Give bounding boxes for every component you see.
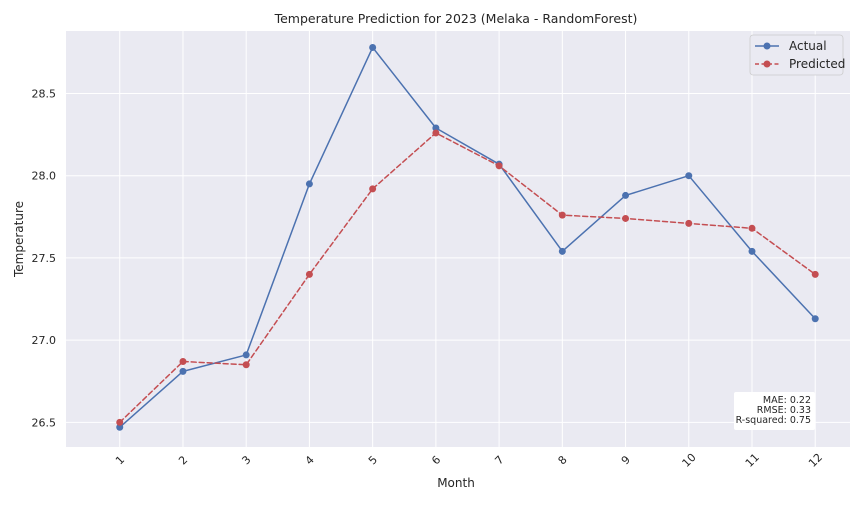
data-point-predicted [369, 185, 377, 193]
y-tick-label: 28.5 [32, 87, 57, 100]
y-tick-label: 27.5 [32, 252, 57, 265]
data-point-actual [305, 180, 313, 188]
data-point-actual [432, 124, 440, 132]
data-point-actual [369, 43, 377, 51]
legend-marker-actual [763, 42, 771, 50]
data-point-predicted [622, 214, 630, 222]
legend: Actual Predicted [749, 34, 845, 76]
metric-mae: MAE: 0.22 [763, 395, 811, 406]
chart-title: Temperature Prediction for 2023 (Melaka … [274, 11, 638, 26]
data-point-actual [116, 423, 124, 431]
data-point-predicted [748, 224, 756, 232]
data-point-actual [558, 247, 566, 255]
data-point-predicted [116, 418, 124, 426]
x-tick-label: 10 [680, 451, 699, 470]
x-tick-label: 1 [113, 453, 127, 467]
data-point-predicted [305, 270, 313, 278]
data-point-actual [622, 191, 630, 199]
y-tick-label: 27.0 [32, 334, 57, 347]
plot-area [66, 31, 850, 447]
x-tick-label: 8 [556, 453, 570, 467]
data-point-predicted [685, 219, 693, 227]
y-axis-label: Temperature [12, 201, 26, 278]
x-tick-label: 9 [619, 453, 633, 467]
data-point-predicted [242, 361, 250, 369]
legend-box [749, 34, 844, 76]
x-tick-label: 7 [492, 453, 506, 467]
series-line-actual [118, 46, 816, 429]
data-point-predicted [811, 270, 819, 278]
grid-lines [66, 31, 850, 447]
x-tick-label: 4 [303, 453, 317, 467]
legend-marker-predicted [763, 60, 771, 68]
data-point-actual [179, 367, 187, 375]
series-line-predicted [118, 132, 816, 424]
x-tick-label: 12 [806, 451, 825, 470]
series-group [116, 43, 819, 431]
y-tick-label: 26.5 [32, 416, 57, 429]
x-tick-label: 2 [176, 453, 190, 467]
x-tick-label: 11 [743, 451, 762, 470]
data-point-predicted [558, 211, 566, 219]
x-tick-label: 3 [239, 453, 253, 467]
data-point-predicted [432, 129, 440, 137]
x-tick-label: 6 [429, 453, 443, 467]
legend-label-predicted: Predicted [789, 57, 845, 71]
metrics-box: MAE: 0.22 RMSE: 0.33 R-squared: 0.75 [734, 392, 815, 430]
metric-r-squared: R-squared: 0.75 [736, 415, 811, 426]
data-point-predicted [179, 357, 187, 365]
data-point-actual [685, 172, 693, 180]
legend-label-actual: Actual [789, 39, 827, 53]
metrics-box-background [734, 392, 815, 430]
data-point-predicted [495, 162, 503, 170]
x-axis-label: Month [437, 476, 475, 490]
x-tick-label: 5 [366, 453, 380, 467]
y-tick-label: 28.0 [32, 170, 57, 183]
data-point-actual [748, 247, 756, 255]
metric-rmse: RMSE: 0.33 [757, 405, 811, 416]
data-point-actual [811, 315, 819, 323]
data-point-actual [242, 351, 250, 359]
